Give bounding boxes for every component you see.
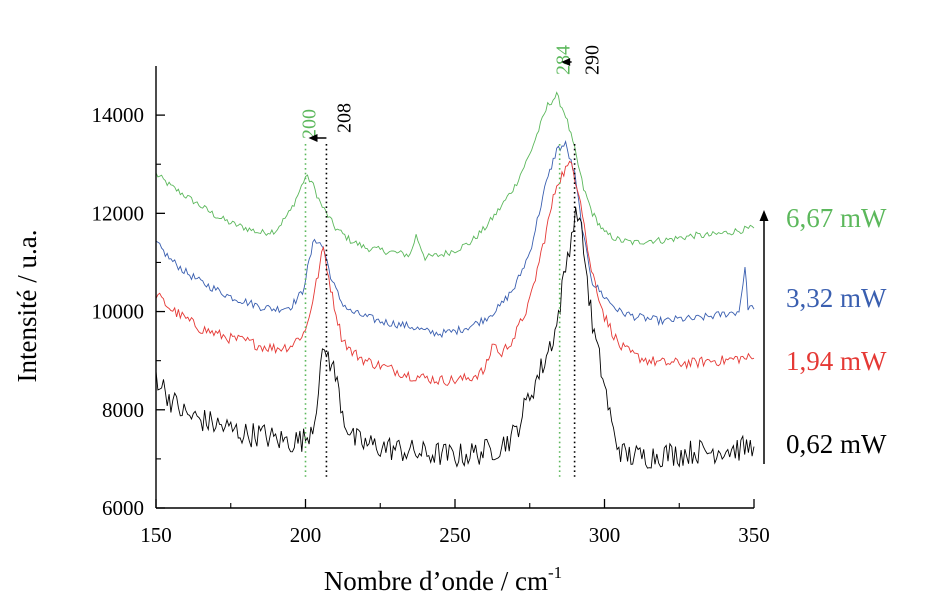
legend-label-0: 6,67 mW <box>786 203 887 233</box>
y-tick-label-12000: 12000 <box>92 201 145 225</box>
legend: 6,67 mW 3,32 mW 1,94 mW 0,62 mW <box>759 203 887 464</box>
x-axis-title-superscript: -1 <box>548 563 562 582</box>
legend-label-1: 3,32 mW <box>786 283 887 313</box>
x-tick-label-250: 250 <box>439 523 471 547</box>
axes <box>155 66 754 509</box>
peak-label-290: 290 <box>582 45 604 75</box>
peak-label-208: 208 <box>333 103 355 133</box>
shift-arrow-low-head <box>308 134 318 142</box>
shift-arrow-high-head <box>561 58 571 66</box>
x-tick-label-150: 150 <box>140 523 172 547</box>
legend-arrow-head <box>759 210 769 221</box>
series-line-0 <box>155 91 755 262</box>
peak-label-284: 284 <box>553 45 575 75</box>
legend-label-3: 0,62 mW <box>786 429 887 459</box>
x-tick-label-350: 350 <box>738 523 770 547</box>
x-tick-label-300: 300 <box>589 523 621 547</box>
peak-label-200: 200 <box>299 109 321 139</box>
series-line-3 <box>155 206 755 469</box>
series-line-1 <box>155 139 755 339</box>
ticks: 150 200 250 300 350 6000 8000 10000 12000 14000 <box>92 103 770 547</box>
series-line-2 <box>155 160 755 386</box>
peak-annotations: 200 208 284 290 <box>299 45 604 478</box>
y-tick-label-14000: 14000 <box>92 103 145 127</box>
x-axis-title: Nombre d’onde / cm-1 <box>324 563 562 596</box>
y-tick-label-6000: 6000 <box>102 496 144 520</box>
y-tick-label-8000: 8000 <box>102 398 144 422</box>
y-tick-label-10000: 10000 <box>92 300 145 324</box>
y-axis-title: Intensité / u.a. <box>12 230 42 383</box>
x-tick-label-200: 200 <box>290 523 322 547</box>
x-axis-title-main: Nombre d’onde / cm <box>324 566 548 596</box>
legend-label-2: 1,94 mW <box>786 346 887 376</box>
spectrum-curves <box>155 91 755 469</box>
